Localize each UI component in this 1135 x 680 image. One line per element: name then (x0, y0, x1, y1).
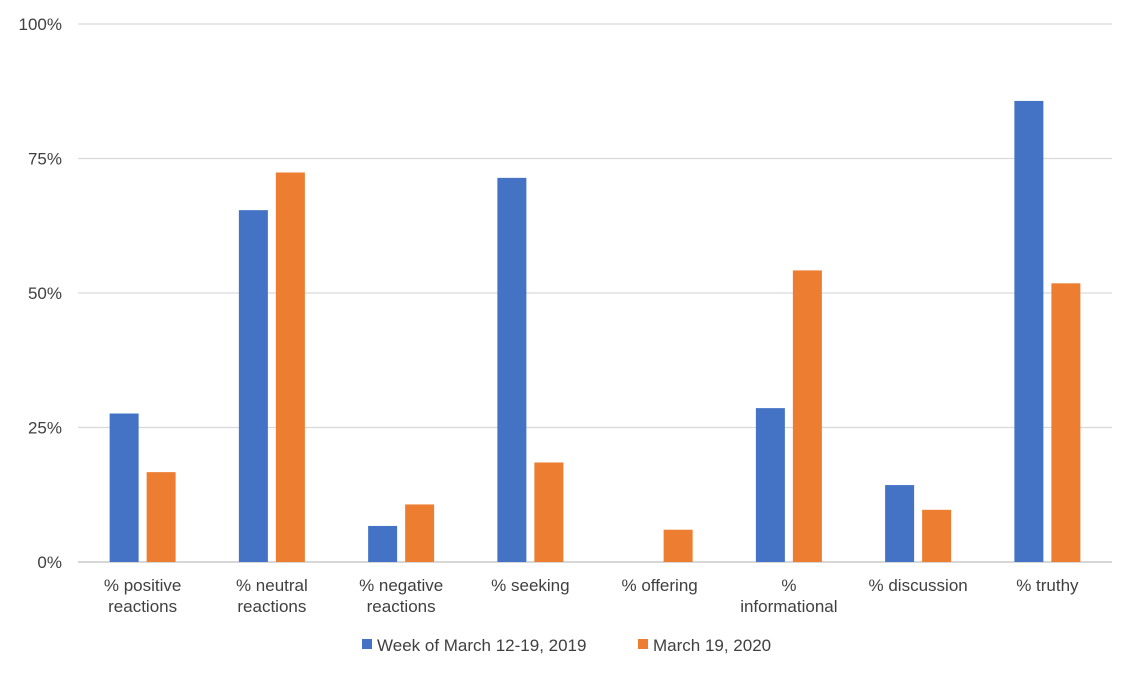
x-tick-label: % offering (622, 576, 698, 595)
x-tick-label: % negative (359, 576, 443, 595)
bar-series-2-1 (146, 472, 176, 562)
x-axis-ticks: % positive reactions % neutral reactions % n… (104, 576, 1079, 616)
y-tick-label: 50% (28, 284, 62, 303)
bar-series-2-7 (922, 509, 952, 562)
x-tick-label: % (781, 576, 796, 595)
y-tick-label: 100% (19, 15, 62, 34)
legend: Week of March 12-19, 2019 March 19, 2020 (362, 636, 771, 655)
y-tick-label: 75% (28, 150, 62, 169)
legend-label-2: March 19, 2020 (653, 636, 771, 655)
legend-label-1: Week of March 12-19, 2019 (377, 636, 586, 655)
bar-series-2-2 (275, 172, 305, 562)
y-tick-label: 25% (28, 419, 62, 438)
x-tick-label: informational (740, 597, 837, 616)
legend-swatch-1 (362, 639, 372, 649)
x-tick-label: reactions (367, 597, 436, 616)
bar-series-1-1 (109, 413, 139, 562)
x-tick-label: % neutral (236, 576, 308, 595)
y-tick-label: 0% (37, 553, 62, 572)
bar-series-2-8 (1051, 283, 1081, 562)
gridlines (78, 23, 1112, 563)
bar-series-1-4 (497, 177, 527, 563)
x-tick-label: % seeking (491, 576, 569, 595)
y-axis-ticks: 0% 25% 50% 75% 100% (19, 15, 62, 572)
bars (109, 100, 1081, 563)
bar-series-1-3 (368, 525, 398, 562)
x-tick-label: % discussion (869, 576, 968, 595)
bar-series-1-2 (238, 210, 268, 562)
x-tick-label: % positive (104, 576, 181, 595)
bar-series-2-5 (663, 529, 693, 562)
bar-series-2-4 (534, 462, 564, 562)
x-tick-label: % truthy (1016, 576, 1079, 595)
bar-series-1-7 (885, 485, 915, 562)
bar-series-1-6 (755, 408, 785, 562)
bar-series-1-8 (1014, 100, 1044, 563)
bar-series-2-6 (792, 270, 822, 562)
legend-swatch-2 (638, 639, 648, 649)
x-tick-label: reactions (108, 597, 177, 616)
bar-series-2-3 (405, 504, 435, 562)
x-tick-label: reactions (237, 597, 306, 616)
